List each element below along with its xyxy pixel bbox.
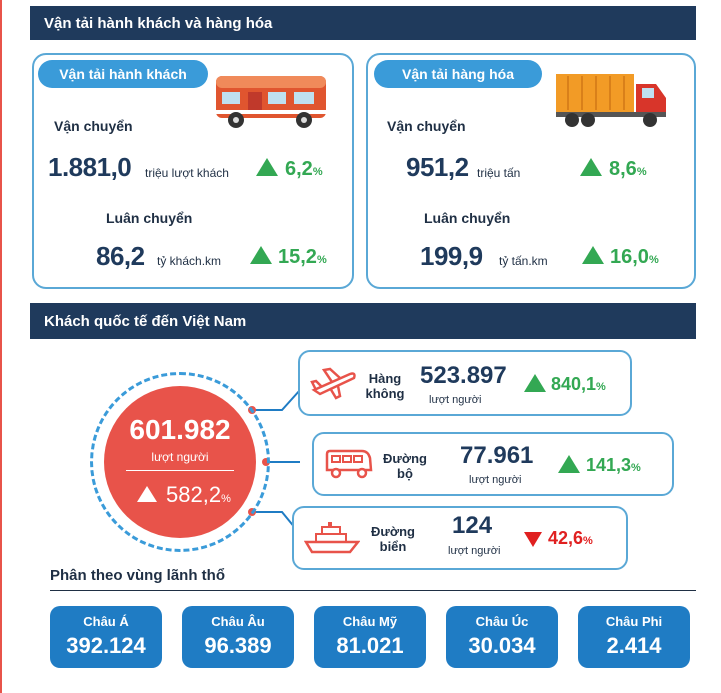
air-up-icon bbox=[524, 374, 546, 392]
road-value: 77.961 bbox=[460, 442, 534, 469]
road-card bbox=[312, 432, 674, 496]
total-circle bbox=[104, 386, 256, 538]
freight-rotation-value: 199,9 bbox=[420, 241, 483, 271]
road-growth: 141,3% bbox=[586, 455, 641, 475]
air-unit: lượt người bbox=[429, 394, 482, 406]
sea-card bbox=[292, 506, 628, 570]
intl-section-header: Khách quốc tế đến Việt Nam bbox=[30, 303, 696, 339]
air-value: 523.897 bbox=[420, 362, 507, 389]
passenger-carried-unit: triệu lượt khách bbox=[145, 166, 229, 180]
passenger-carried-up-icon bbox=[256, 158, 278, 176]
sea-growth: 42,6% bbox=[548, 528, 593, 548]
freight-rotation-label: Luân chuyển bbox=[424, 210, 511, 226]
passenger-carried-growth: 6,2% bbox=[285, 158, 323, 180]
freight-carried-label: Vận chuyển bbox=[387, 118, 466, 134]
sea-value: 124 bbox=[452, 512, 493, 539]
truck-icon bbox=[556, 74, 666, 127]
passenger-rotation-label: Luân chuyển bbox=[106, 210, 193, 226]
passenger-carried-value: 1.881,0 bbox=[48, 152, 132, 182]
air-card bbox=[298, 350, 632, 416]
region-name: Châu Mỹ bbox=[342, 614, 398, 629]
region-box-asia: Châu Á 392.124 bbox=[50, 606, 162, 668]
sea-down-icon bbox=[524, 532, 542, 547]
region-box-europe: Châu Âu 96.389 bbox=[182, 606, 294, 668]
freight-rotation-growth: 16,0% bbox=[610, 246, 659, 268]
total-growth: 582,2% bbox=[166, 482, 231, 507]
passenger-rotation-growth: 15,2% bbox=[278, 246, 327, 268]
region-name: Châu Phi bbox=[605, 614, 663, 629]
region-value: 30.034 bbox=[468, 633, 536, 658]
freight-rotation-up-icon bbox=[582, 246, 604, 264]
airplane-icon bbox=[310, 367, 356, 400]
total-unit: lượt người bbox=[151, 450, 209, 464]
region-value: 2.414 bbox=[606, 633, 662, 658]
freight-rotation-unit: tỷ tấn.km bbox=[499, 254, 548, 268]
freight-carried-unit: triệu tấn bbox=[477, 166, 521, 180]
region-box-americas: Châu Mỹ 81.021 bbox=[314, 606, 426, 668]
region-section-title: Phân theo vùng lãnh thổ bbox=[50, 567, 225, 584]
region-name: Châu Âu bbox=[211, 614, 265, 629]
road-unit: lượt người bbox=[469, 474, 522, 486]
passenger-pill: Vận tải hành khách bbox=[38, 60, 208, 88]
region-value: 96.389 bbox=[204, 633, 272, 658]
passenger-rotation-unit: tỷ khách.km bbox=[157, 254, 222, 268]
transport-section-title: Vận tải hành khách và hàng hóa bbox=[44, 14, 273, 32]
total-divider bbox=[126, 470, 234, 471]
freight-carried-growth: 8,6% bbox=[609, 158, 647, 180]
freight-carried-up-icon bbox=[580, 158, 602, 176]
intl-section-title: Khách quốc tế đến Việt Nam bbox=[44, 312, 247, 330]
rv-bus-icon bbox=[216, 76, 326, 128]
road-up-icon bbox=[558, 455, 580, 473]
transport-section-header: Vận tải hành khách và hàng hóa bbox=[30, 6, 696, 40]
passenger-rotation-up-icon bbox=[250, 246, 272, 264]
region-name: Châu Á bbox=[83, 614, 129, 629]
air-growth: 840,1% bbox=[551, 374, 606, 394]
region-box-oceania: Châu Úc 30.034 bbox=[446, 606, 558, 668]
total-up-icon bbox=[137, 486, 157, 502]
ship-icon bbox=[304, 522, 360, 554]
air-mode-label: Hàng không bbox=[365, 371, 405, 401]
region-value: 392.124 bbox=[66, 633, 146, 658]
region-box-africa: Châu Phi 2.414 bbox=[578, 606, 690, 668]
passenger-carried-label: Vận chuyển bbox=[54, 118, 133, 134]
sea-unit: lượt người bbox=[448, 545, 501, 557]
total-value: 601.982 bbox=[129, 414, 231, 445]
van-icon bbox=[325, 449, 373, 479]
passenger-rotation-value: 86,2 bbox=[96, 241, 145, 271]
passenger-pill-label: Vận tải hành khách bbox=[59, 66, 187, 82]
region-divider bbox=[50, 590, 696, 591]
freight-carried-value: 951,2 bbox=[406, 152, 469, 182]
freight-pill: Vận tải hàng hóa bbox=[374, 60, 542, 88]
total-circle-ring bbox=[90, 372, 270, 552]
region-name: Châu Úc bbox=[475, 614, 529, 629]
road-mode-label: Đường bộ bbox=[383, 451, 427, 481]
sea-mode-label: Đường biển bbox=[371, 524, 415, 554]
freight-pill-label: Vận tải hàng hóa bbox=[401, 66, 514, 82]
region-value: 81.021 bbox=[336, 633, 404, 658]
